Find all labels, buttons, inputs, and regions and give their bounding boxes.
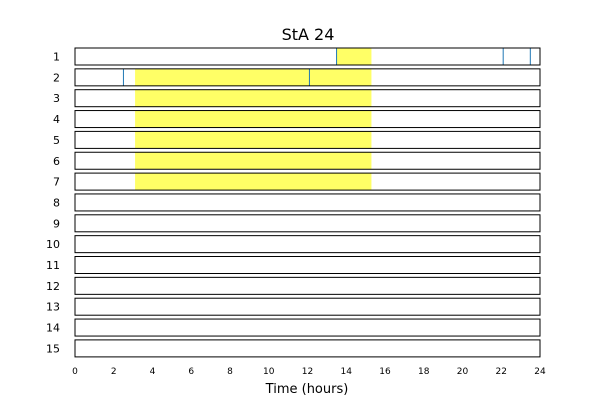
row-label: 13 (46, 301, 60, 314)
row-frame (74, 339, 541, 358)
row-label: 12 (46, 280, 60, 293)
row-frame (74, 297, 541, 316)
row-frame (74, 68, 541, 87)
row-frame (74, 89, 541, 108)
row-label: 15 (46, 342, 60, 355)
row-label: 14 (46, 322, 60, 335)
x-tick-labels: 0 2 4 6 8 10 12 14 16 18 20 22 24 (72, 367, 546, 377)
row-frame (74, 214, 541, 233)
row-frame (74, 318, 541, 337)
highlight-span (135, 68, 372, 86)
row-frame (74, 276, 541, 295)
highlight-span (135, 131, 372, 149)
highlight-span (336, 48, 372, 65)
x-tick-label: 8 (227, 367, 233, 377)
row-label: 7 (53, 176, 60, 189)
row-frame (74, 235, 541, 254)
chart-title: StA 24 (282, 25, 335, 44)
row-label: 2 (53, 71, 60, 84)
x-tick-label: 18 (418, 367, 430, 377)
row-label: 10 (46, 238, 60, 251)
x-tick-label: 4 (150, 367, 156, 377)
row-label: 4 (53, 113, 60, 126)
highlight-span (135, 89, 372, 107)
row-label: 9 (53, 217, 60, 230)
x-axis-label: Time (hours) (265, 382, 349, 397)
x-tick-label: 0 (72, 367, 78, 377)
highlight-span (135, 110, 372, 128)
row-label: 5 (53, 134, 60, 147)
highlight-span (135, 152, 372, 170)
row-frame (74, 151, 541, 170)
row-label: 11 (46, 259, 60, 272)
row-frame (74, 110, 541, 129)
row-frame (74, 47, 541, 66)
row-frame (74, 172, 541, 191)
x-tick-label: 22 (496, 367, 507, 377)
row-label: 8 (53, 196, 60, 209)
row-frame (74, 193, 541, 212)
x-tick-label: 24 (534, 367, 546, 377)
x-tick-label: 20 (457, 367, 469, 377)
row-label: 1 (53, 51, 60, 64)
row-frame (74, 256, 541, 274)
row-label: 6 (53, 155, 60, 168)
x-tick-label: 16 (379, 367, 391, 377)
x-tick-label: 10 (263, 367, 275, 377)
x-tick-label: 12 (302, 367, 313, 377)
row-frame (74, 130, 541, 149)
x-tick-label: 2 (111, 367, 117, 377)
highlight-span (135, 173, 372, 191)
x-tick-label: 6 (188, 367, 194, 377)
row-label: 3 (53, 92, 60, 105)
x-tick-label: 14 (341, 367, 353, 377)
